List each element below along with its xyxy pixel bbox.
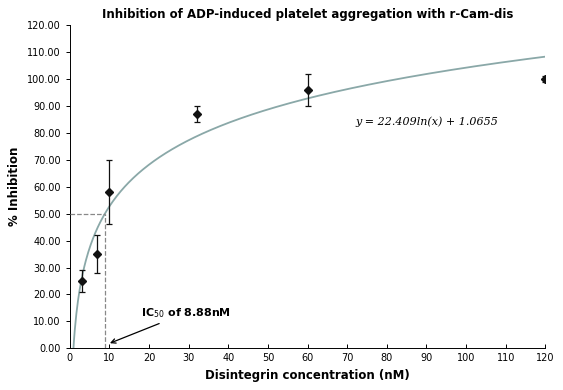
- Text: IC$_{50}$ of 8.88nM: IC$_{50}$ of 8.88nM: [111, 306, 231, 343]
- Title: Inhibition of ADP-induced platelet aggregation with r-Cam-dis: Inhibition of ADP-induced platelet aggre…: [102, 8, 513, 21]
- Y-axis label: % Inhibition: % Inhibition: [8, 147, 21, 227]
- X-axis label: Disintegrin concentration (nM): Disintegrin concentration (nM): [205, 369, 410, 382]
- Text: y = 22.409ln(x) + 1.0655: y = 22.409ln(x) + 1.0655: [355, 116, 498, 127]
